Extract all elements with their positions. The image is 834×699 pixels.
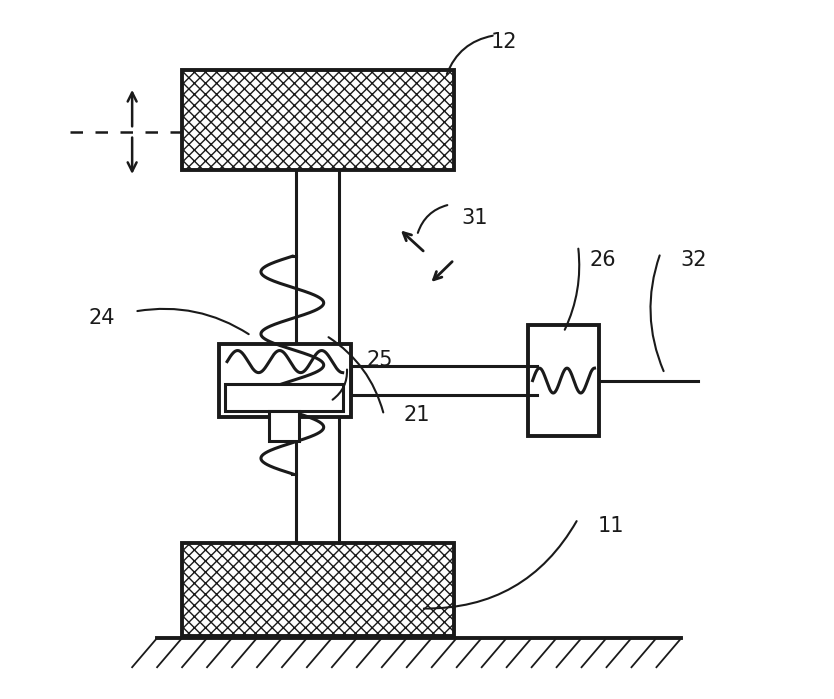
Bar bbox=[225, 384, 343, 411]
Bar bbox=[529, 325, 599, 436]
Bar bbox=[182, 70, 455, 170]
Bar bbox=[182, 70, 455, 170]
Text: 32: 32 bbox=[681, 250, 707, 270]
Text: 12: 12 bbox=[490, 32, 517, 52]
Text: 11: 11 bbox=[598, 516, 625, 535]
Text: 31: 31 bbox=[461, 208, 488, 229]
Bar bbox=[269, 411, 299, 441]
Bar bbox=[219, 345, 351, 417]
Text: 25: 25 bbox=[367, 350, 393, 370]
Bar bbox=[296, 170, 339, 543]
Text: 26: 26 bbox=[590, 250, 616, 270]
Bar bbox=[351, 366, 537, 395]
Text: 24: 24 bbox=[88, 308, 115, 329]
Bar bbox=[182, 70, 455, 170]
Bar bbox=[182, 543, 455, 636]
Text: 21: 21 bbox=[404, 405, 430, 425]
Bar bbox=[182, 543, 455, 636]
Bar bbox=[182, 543, 455, 636]
